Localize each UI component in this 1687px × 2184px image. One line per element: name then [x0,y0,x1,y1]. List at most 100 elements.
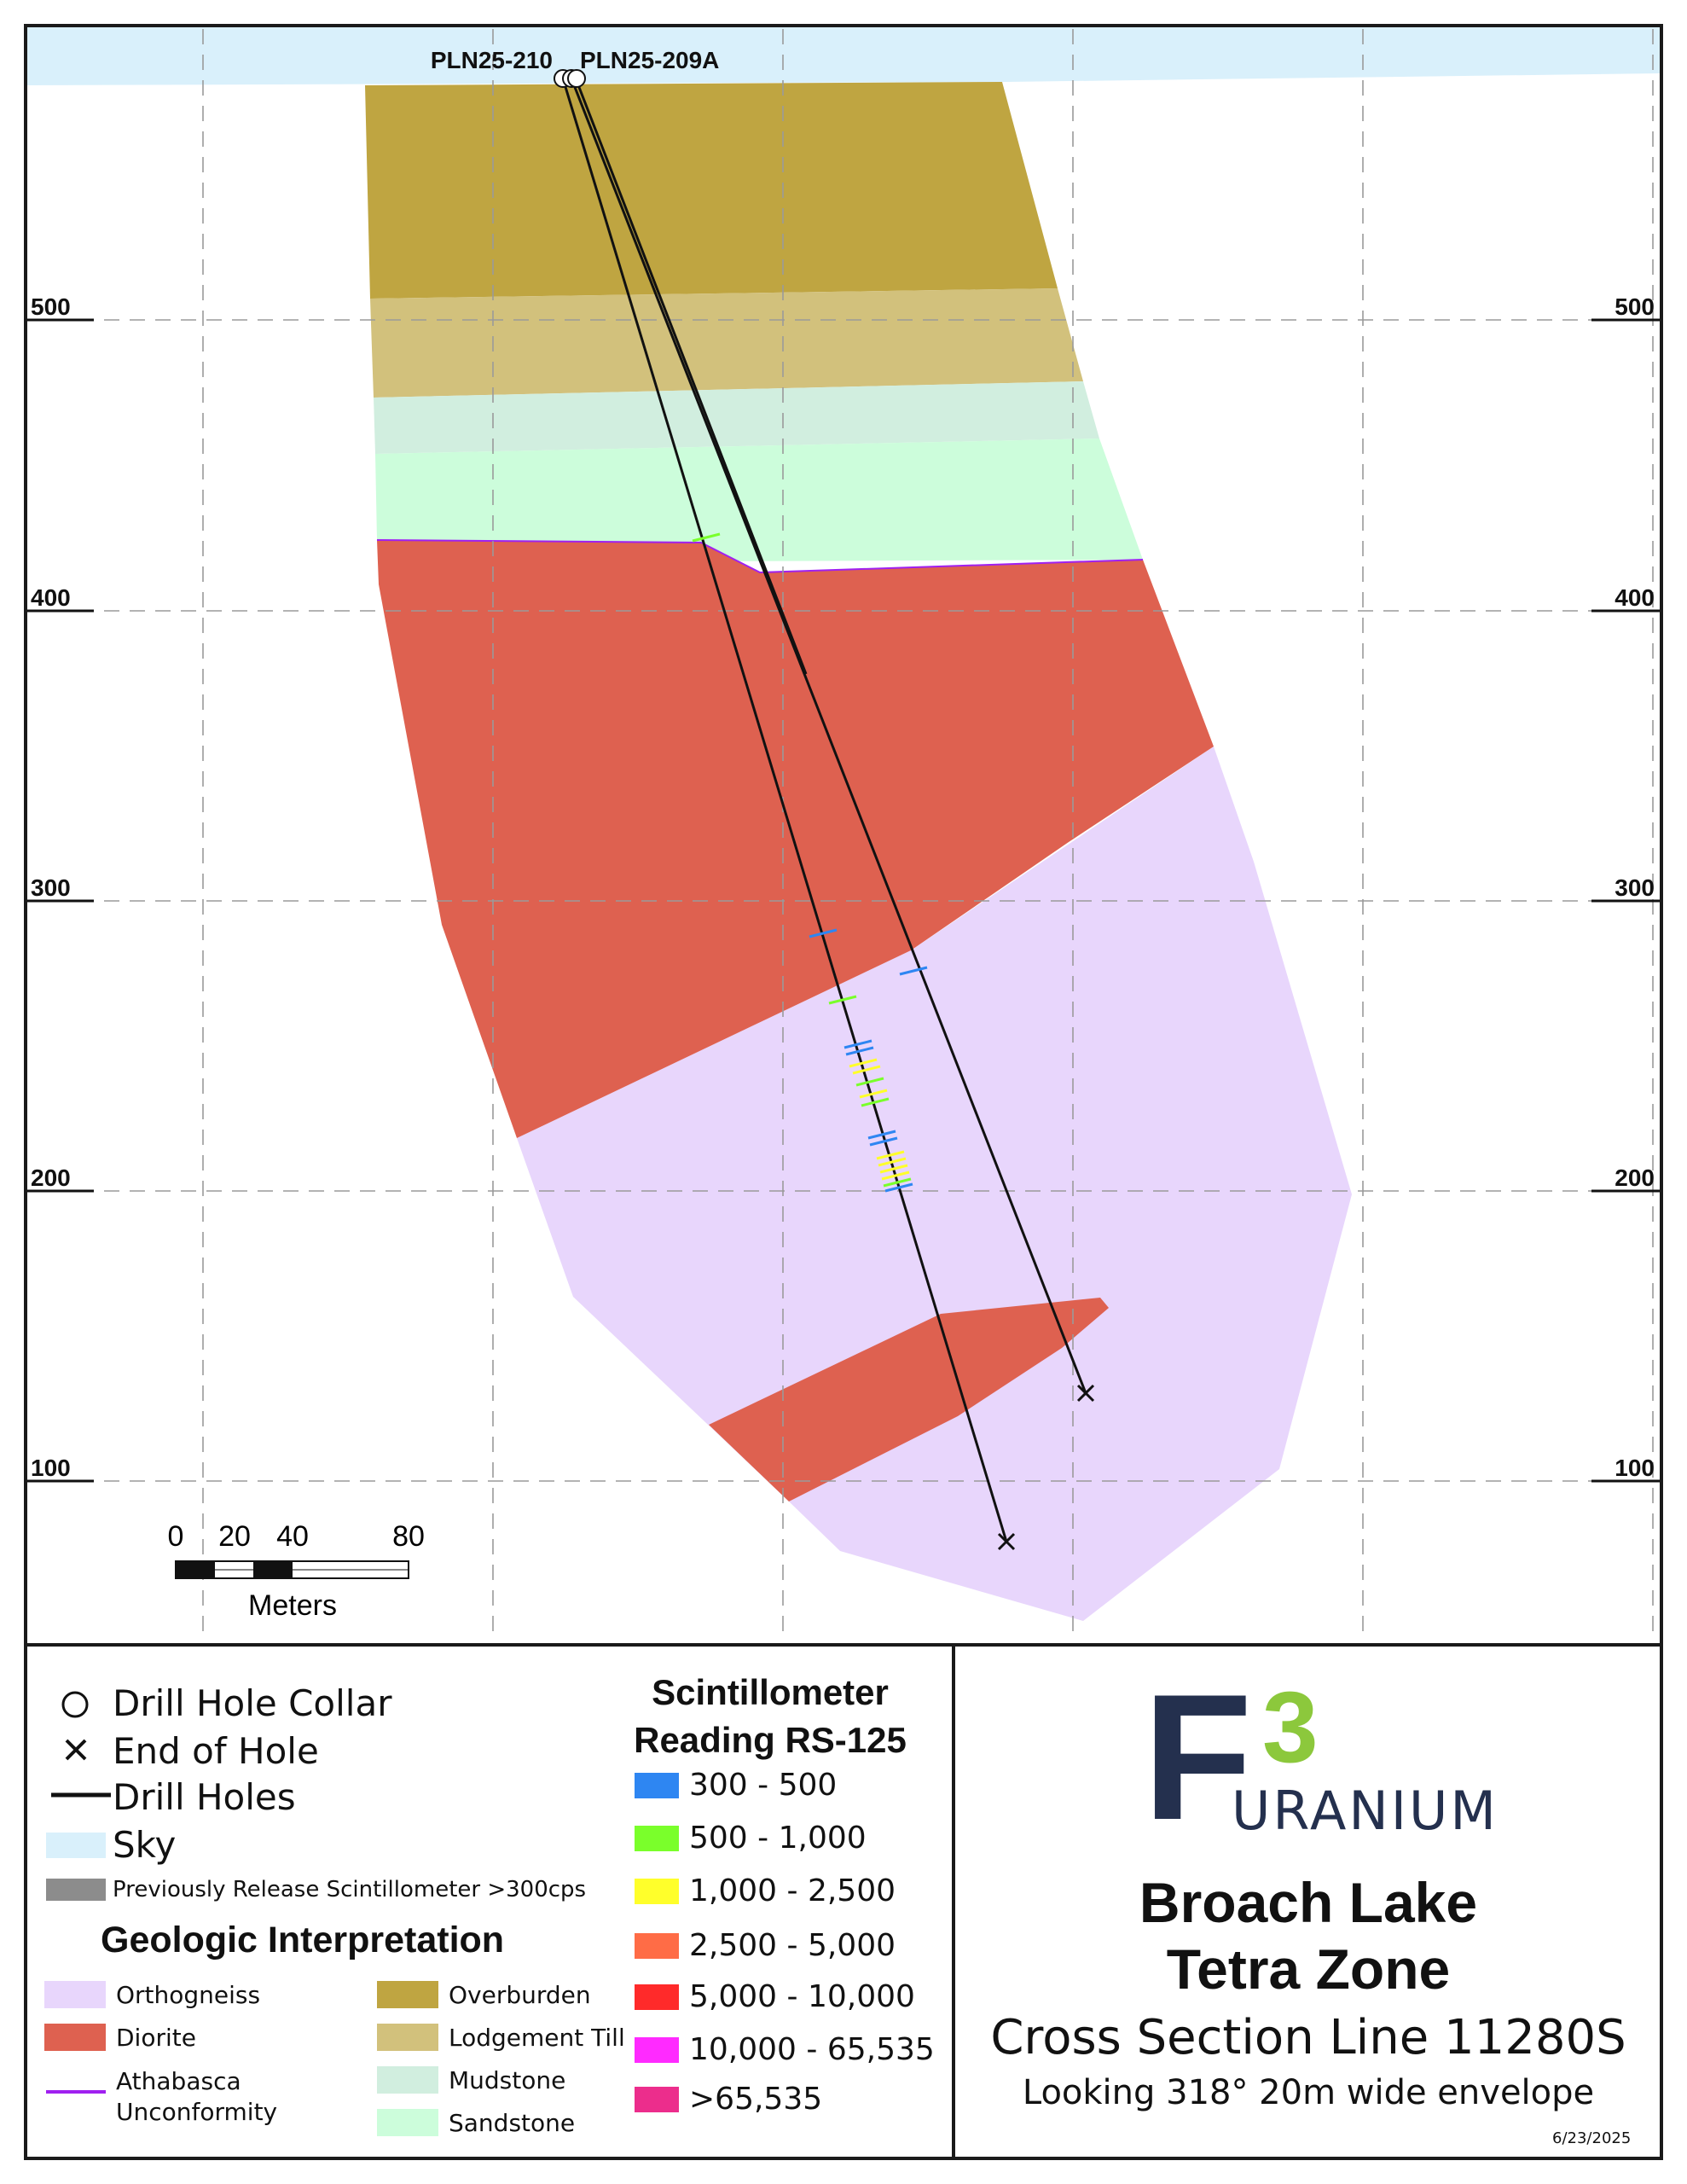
scint-swatch-6 [635,2087,679,2112]
scintillometer-interval-mark [869,1136,898,1147]
scint-range-label: 1,000 - 2,500 [689,1873,896,1908]
title-line-3: Cross Section Line 11280S [990,2010,1626,2065]
logo-word-uranium: URANIUM [1232,1780,1499,1842]
scintillometer-interval-mark [844,1039,872,1049]
elevation-label-right: 500 [1615,293,1655,320]
scale-label-40: 40 [276,1520,309,1553]
athabasca-unconformity-line [376,539,1144,574]
scint-swatch-2 [635,1879,679,1904]
sky-band [27,27,1660,85]
title-line-1: Broach Lake [1139,1871,1478,1934]
scale-unit-label: Meters [248,1589,337,1622]
orthogneiss-unit [517,746,1352,1621]
previous-scintillometer-swatch [46,1879,106,1901]
scintillometer-interval-mark [849,1058,878,1068]
collar-legend-icon [61,1691,89,1718]
elevation-label-right: 200 [1615,1165,1655,1191]
elevation-label-left: 400 [31,584,71,611]
drill-hole-trace-pln25-210 [561,78,1008,1542]
scintillometer-interval-mark [876,1150,905,1160]
diorite-swatch [44,2024,106,2051]
scint-swatch-5 [635,2037,679,2063]
grid-lines [27,29,1660,1641]
legend-end-of-hole-label: End of Hole [113,1730,319,1772]
scint-range-label: 10,000 - 65,535 [689,2032,935,2067]
overburden-unit [365,82,1058,299]
geologic-interpretation-heading: Geologic Interpretation [101,1920,505,1960]
scint-swatch-3 [635,1933,679,1959]
mudstone-swatch [377,2066,438,2094]
title-line-4: Looking 318° 20m wide envelope [1022,2073,1595,2112]
scale-label-20: 20 [218,1520,251,1553]
scintillometer-interval-mark [899,966,928,976]
end-of-hole-legend-icon [65,1739,87,1761]
scintillometer-interval-mark [828,995,857,1005]
elevation-label-right: 300 [1615,874,1655,901]
elevation-label-left: 500 [31,293,71,320]
elevation-label-left: 100 [31,1455,71,1481]
scale-bar: 0 20 40 80 Meters [168,1520,425,1622]
scintillometer-interval-mark [692,532,721,543]
elevation-label-right: 400 [1615,584,1655,611]
legend-orthogneiss-label: Orthogneiss [116,1981,261,2009]
elevation-axis: 500 500 400 400 300 300 200 200 100 100 [27,293,1660,1483]
overburden-swatch [377,1981,438,2008]
scint-range-label: 300 - 500 [689,1768,838,1803]
scintillometer-interval-mark [879,1164,908,1174]
unconformity-legend-line [46,2090,106,2094]
scintillometer-interval-mark [867,1130,896,1140]
legend-sandstone-label: Sandstone [449,2109,576,2137]
diorite-upper-unit [377,540,1214,1138]
scale-label-80: 80 [392,1520,425,1553]
legend-collar-label: Drill Hole Collar [113,1682,392,1724]
lodgement-till-unit [370,288,1083,398]
sky-swatch [46,1833,106,1858]
scint-range-label: 5,000 - 10,000 [689,1979,915,2014]
elevation-label-right: 100 [1615,1455,1655,1481]
geology-units [365,82,1352,1621]
scint-range-label: 500 - 1,000 [689,1821,867,1856]
scintillometer-interval-mark [861,1097,890,1107]
legend-previous-scint-label: Previously Release Scintillometer >300cp… [113,1877,587,1902]
scintillometer-interval-mark [881,1170,910,1181]
sandstone-unit [375,439,1143,572]
scint-range-label: >65,535 [689,2082,823,2117]
scale-label-0: 0 [168,1520,184,1553]
scint-swatch-0 [635,1773,679,1798]
orthogneiss-swatch [44,1981,106,2008]
scintillometer-interval-mark [859,1089,888,1099]
legend-mudstone-label: Mudstone [449,2066,566,2094]
scintillometer-interval-mark [855,1077,884,1087]
hole-label-pln25-210: PLN25-210 [431,47,553,73]
scintillometer-interval-mark [852,1065,881,1075]
scintillometer-heading: Scintillometer Reading RS-125 [634,1672,907,1760]
scintillometer-interval-mark [809,928,838,938]
logo-number-3: 3 [1262,1671,1319,1784]
legend-drill-holes-label: Drill Holes [113,1776,296,1818]
end-of-hole-marker [1076,1384,1095,1403]
map-frame [24,24,1663,2160]
map-date: 6/23/2025 [1552,2129,1632,2147]
legend-diorite-label: Diorite [116,2024,196,2052]
elevation-label-left: 300 [31,874,71,901]
hole-label-pln25-209a: PLN25-209A [580,47,719,73]
lodgement-till-swatch [377,2024,438,2051]
diorite-lower-unit [709,1298,1109,1502]
title-line-2: Tetra Zone [1166,1937,1451,2001]
logo-letter-f: F [1143,1657,1253,1857]
legend-lodgement-till-label: Lodgement Till [449,2024,625,2052]
scint-swatch-4 [635,1984,679,2010]
scintillometer-interval-mark [884,1182,913,1193]
drill-hole-trace-pln25-209a [570,78,1087,1394]
end-of-hole-marker [997,1532,1016,1551]
sandstone-swatch [377,2109,438,2136]
mudstone-unit [374,381,1099,454]
elevation-label-left: 200 [31,1165,71,1191]
collar-marker [567,69,586,88]
drill-hole-trace-pln25-209 [574,78,808,675]
scint-swatch-1 [635,1826,679,1851]
scintillometer-intervals [692,532,928,1193]
scintillometer-interval-mark [845,1046,874,1056]
legend-unconformity-label: Athabasca Unconformity [116,2067,278,2126]
